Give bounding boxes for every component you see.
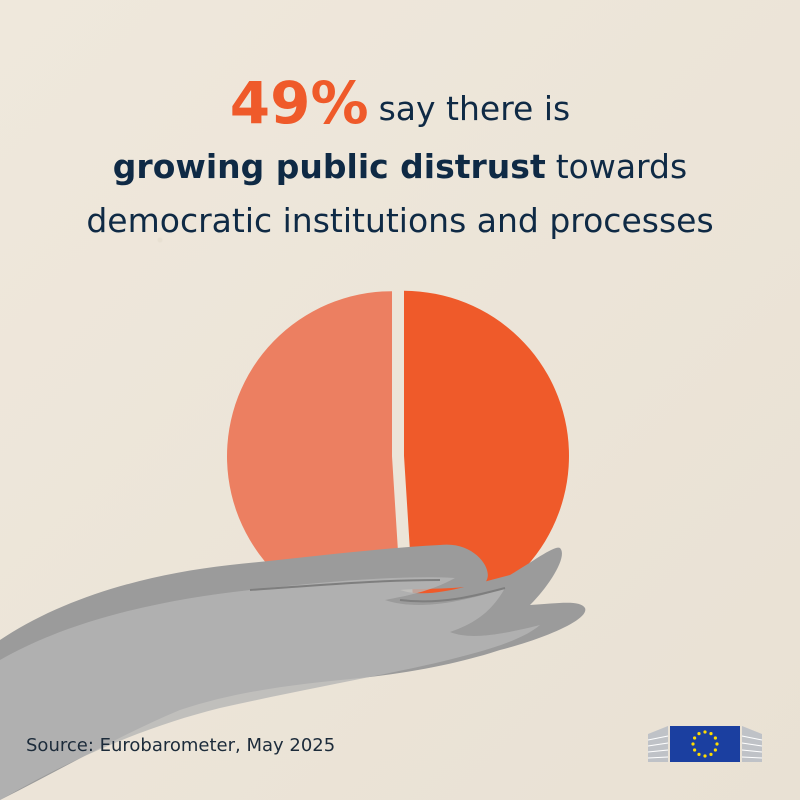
eu-star-icon <box>693 748 697 752</box>
headline-line-2-text: towards <box>555 147 688 186</box>
source-note: Source: Eurobarometer, May 2025 <box>26 735 336 756</box>
eu-star-icon <box>691 742 695 746</box>
headline-line-1: 49% say there is <box>0 72 800 140</box>
headline-line-3: democratic institutions and processes <box>86 201 714 240</box>
eu-star-icon <box>693 736 697 740</box>
eu-star-icon <box>709 752 713 756</box>
eu-star-icon <box>703 754 707 758</box>
eu-star-icon <box>709 732 713 736</box>
pie-slice-1 <box>403 290 569 621</box>
headline-emphasis: growing public distrust <box>112 147 546 186</box>
headline-percent: 49% <box>229 69 369 137</box>
hand-illustration <box>0 544 586 800</box>
pie-slices <box>227 290 569 622</box>
eu-star-icon <box>697 752 701 756</box>
pie-slice-2 <box>227 291 403 622</box>
eu-star-icon <box>715 742 719 746</box>
headline-line-1-text: say there is <box>378 89 571 128</box>
headline-line-2: growing public distrust towards <box>0 140 800 194</box>
eu-star-icon <box>713 748 717 752</box>
eu-star-icon <box>697 732 701 736</box>
eu-commission-logo <box>647 726 763 762</box>
eu-star-icon <box>703 730 707 734</box>
eu-star-icon <box>713 736 717 740</box>
headline: 49% say there is growing public distrust t… <box>0 72 800 248</box>
